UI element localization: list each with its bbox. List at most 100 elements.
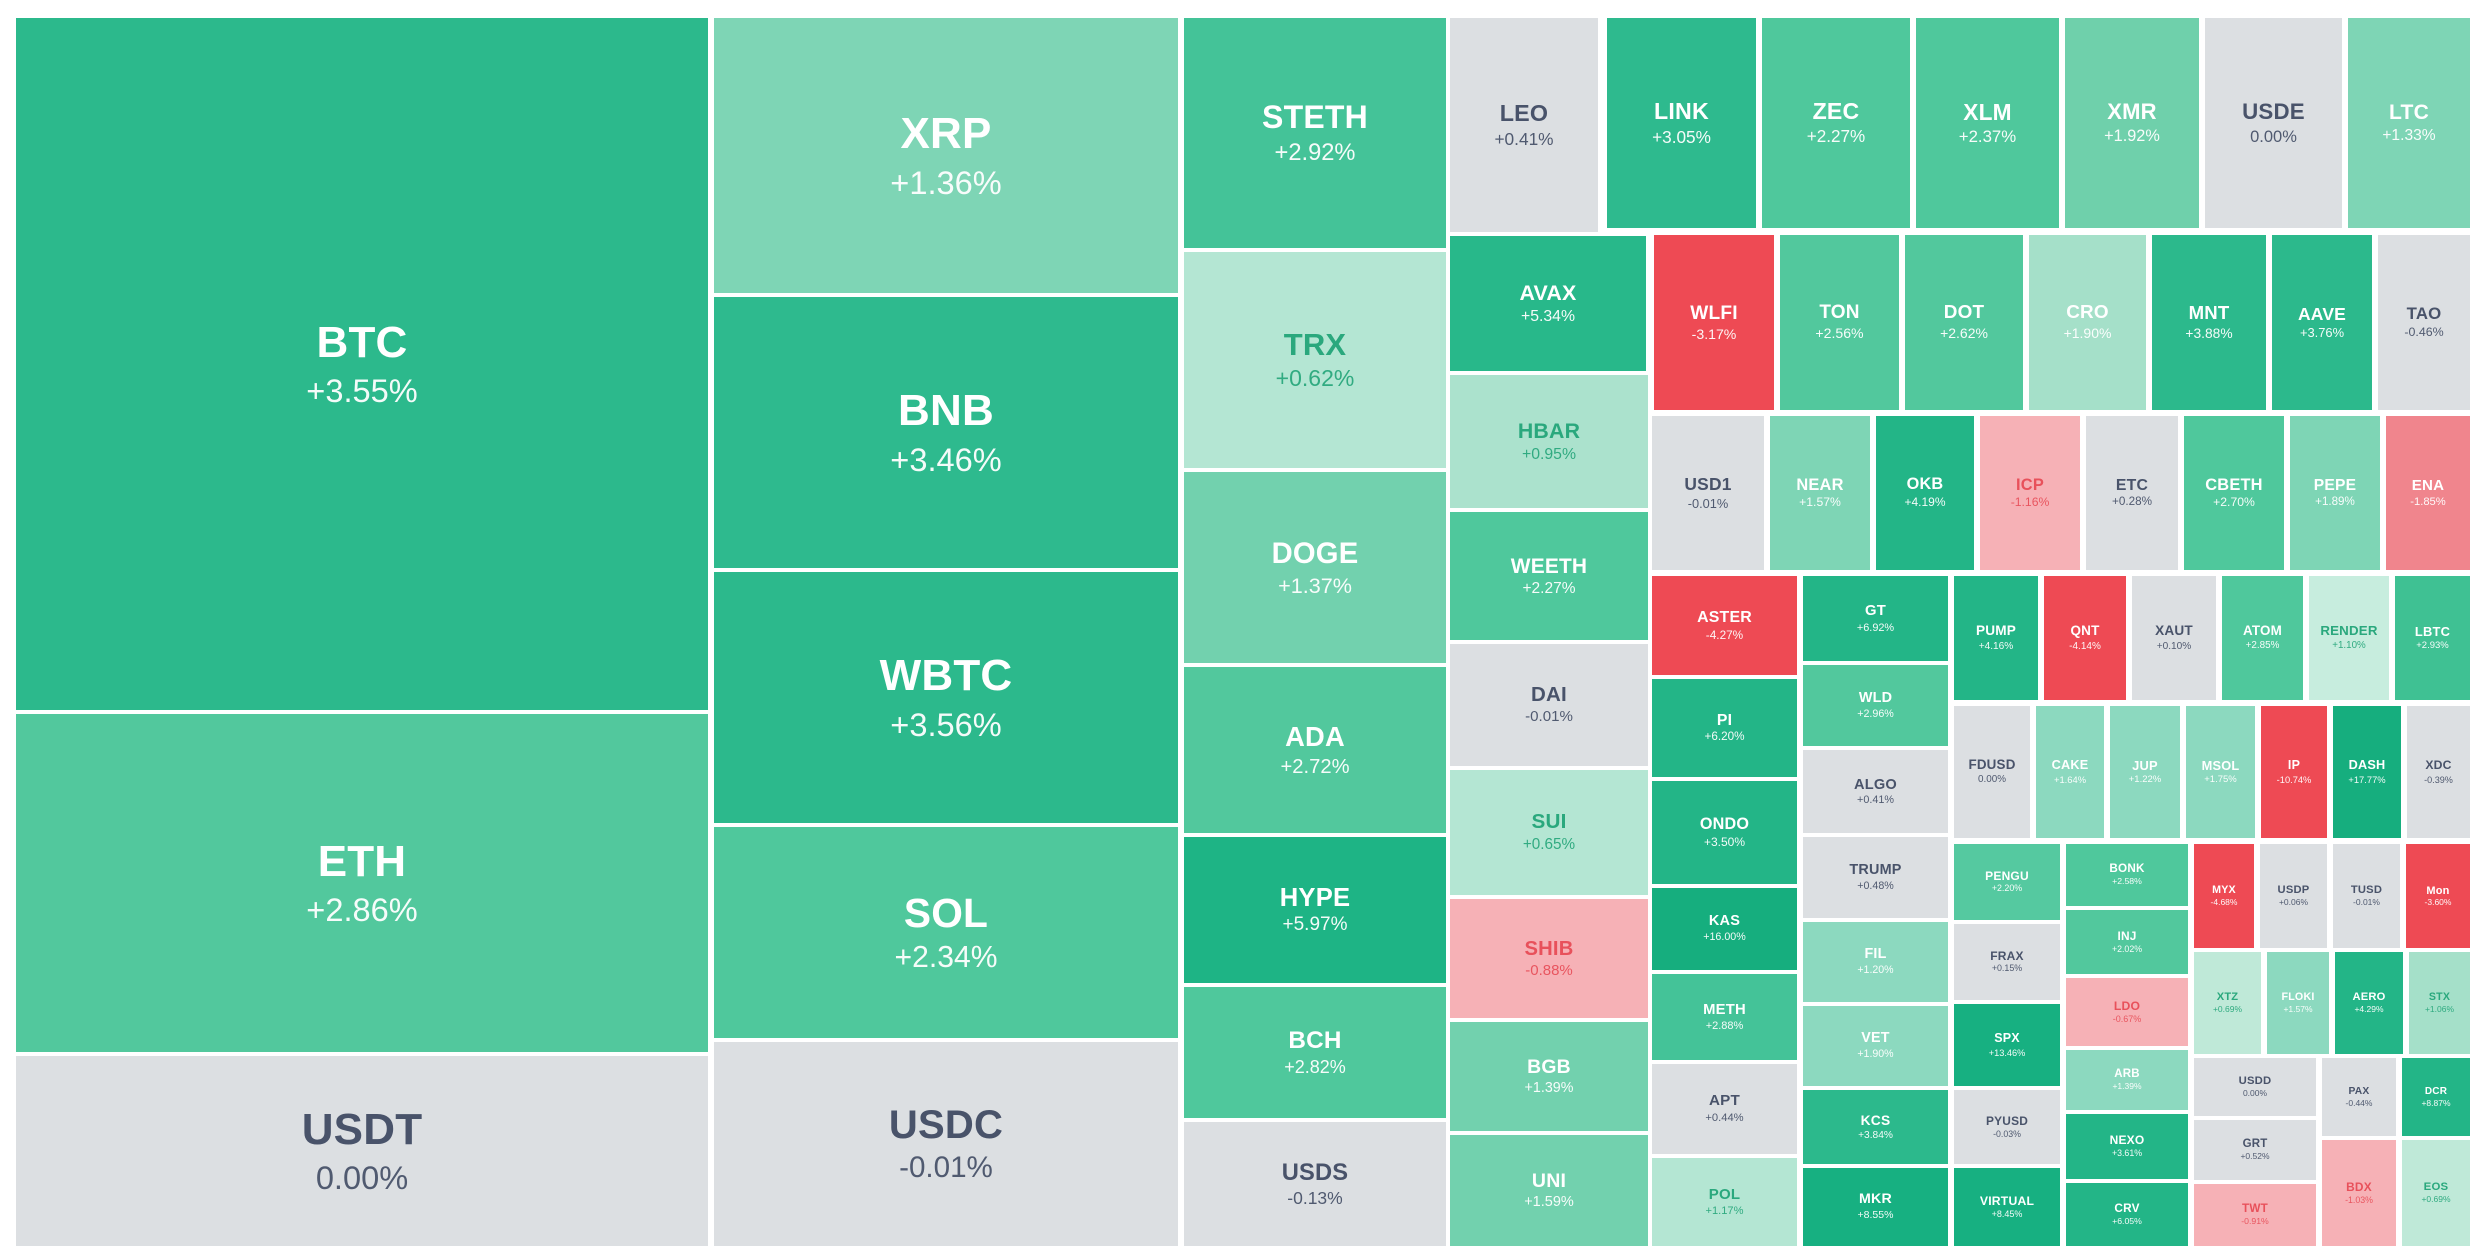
tile-XLM[interactable]: XLM +2.37%: [1916, 18, 2059, 228]
tile-WEETH[interactable]: WEETH +2.27%: [1450, 512, 1648, 640]
tile-ETH[interactable]: ETH +2.86%: [16, 714, 708, 1052]
tile-AERO[interactable]: AERO +4.29%: [2335, 952, 2403, 1054]
tile-KCS[interactable]: KCS +3.84%: [1803, 1090, 1948, 1164]
tile-STETH[interactable]: STETH +2.92%: [1184, 18, 1446, 248]
tile-ADA[interactable]: ADA +2.72%: [1184, 667, 1446, 833]
tile-BDX[interactable]: BDX -1.03%: [2322, 1140, 2396, 1246]
tile-TRX[interactable]: TRX +0.62%: [1184, 252, 1446, 468]
tile-SUI[interactable]: SUI +0.65%: [1450, 770, 1648, 895]
tile-BGB[interactable]: BGB +1.39%: [1450, 1022, 1648, 1131]
tile-OKB[interactable]: OKB +4.19%: [1876, 416, 1974, 570]
tile-LTC[interactable]: LTC +1.33%: [2348, 18, 2470, 228]
tile-PUMP[interactable]: PUMP +4.16%: [1954, 576, 2038, 700]
tile-KAS[interactable]: KAS +16.00%: [1652, 888, 1797, 970]
tile-FRAX[interactable]: FRAX +0.15%: [1954, 924, 2060, 1000]
tile-RENDER[interactable]: RENDER +1.10%: [2309, 576, 2389, 700]
tile-BTC[interactable]: BTC +3.55%: [16, 18, 708, 710]
tile-FLOKI[interactable]: FLOKI +1.57%: [2267, 952, 2329, 1054]
tile-Mon[interactable]: Mon -3.60%: [2406, 844, 2470, 948]
tile-TWT[interactable]: TWT -0.91%: [2194, 1184, 2316, 1246]
tile-MYX[interactable]: MYX -4.68%: [2194, 844, 2254, 948]
tile-SHIB[interactable]: SHIB -0.88%: [1450, 899, 1648, 1018]
tile-APT[interactable]: APT +0.44%: [1652, 1064, 1797, 1154]
tile-QNT[interactable]: QNT -4.14%: [2044, 576, 2126, 700]
tile-ZEC[interactable]: ZEC +2.27%: [1762, 18, 1910, 228]
tile-TUSD[interactable]: TUSD -0.01%: [2333, 844, 2400, 948]
tile-PI[interactable]: PI +6.20%: [1652, 679, 1797, 777]
tile-XRP[interactable]: XRP +1.36%: [714, 18, 1178, 293]
tile-DAI[interactable]: DAI -0.01%: [1450, 644, 1648, 766]
tile-BNB[interactable]: BNB +3.46%: [714, 297, 1178, 568]
tile-MKR[interactable]: MKR +8.55%: [1803, 1168, 1948, 1246]
tile-FIL[interactable]: FIL +1.20%: [1803, 922, 1948, 1002]
tile-UNI[interactable]: UNI +1.59%: [1450, 1135, 1648, 1246]
tile-BCH[interactable]: BCH +2.82%: [1184, 987, 1446, 1118]
tile-AAVE[interactable]: AAVE +3.76%: [2272, 235, 2372, 410]
tile-USDS[interactable]: USDS -0.13%: [1184, 1122, 1446, 1246]
tile-MSOL[interactable]: MSOL +1.75%: [2186, 706, 2255, 838]
tile-DOT[interactable]: DOT +2.62%: [1905, 235, 2023, 410]
tile-WLD[interactable]: WLD +2.96%: [1803, 665, 1948, 746]
tile-PYUSD[interactable]: PYUSD -0.03%: [1954, 1090, 2060, 1164]
tile-SOL[interactable]: SOL +2.34%: [714, 827, 1178, 1038]
tile-MNT[interactable]: MNT +3.88%: [2152, 235, 2266, 410]
tile-ETC[interactable]: ETC +0.28%: [2086, 416, 2178, 570]
tile-CRO[interactable]: CRO +1.90%: [2029, 235, 2146, 410]
tile-SPX[interactable]: SPX +13.46%: [1954, 1004, 2060, 1086]
tile-CRV[interactable]: CRV +6.05%: [2066, 1183, 2188, 1246]
tile-ALGO[interactable]: ALGO +0.41%: [1803, 750, 1948, 833]
tile-XMR[interactable]: XMR +1.92%: [2065, 18, 2199, 228]
tile-DCR[interactable]: DCR +8.87%: [2402, 1058, 2470, 1136]
tile-NEAR[interactable]: NEAR +1.57%: [1770, 416, 1870, 570]
tile-XDC[interactable]: XDC -0.39%: [2407, 706, 2470, 838]
tile-USDE[interactable]: USDE 0.00%: [2205, 18, 2342, 228]
tile-PEPE[interactable]: PEPE +1.89%: [2290, 416, 2380, 570]
tile-LINK[interactable]: LINK +3.05%: [1607, 18, 1756, 228]
tile-TON[interactable]: TON +2.56%: [1780, 235, 1899, 410]
tile-DASH[interactable]: DASH +17.77%: [2333, 706, 2401, 838]
tile-USD1[interactable]: USD1 -0.01%: [1652, 416, 1764, 570]
tile-AVAX[interactable]: AVAX +5.34%: [1450, 236, 1646, 371]
tile-change: +0.48%: [1857, 879, 1894, 892]
tile-CBETH[interactable]: CBETH +2.70%: [2184, 416, 2284, 570]
tile-USDP[interactable]: USDP +0.06%: [2260, 844, 2327, 948]
tile-PENGU[interactable]: PENGU +2.20%: [1954, 844, 2060, 920]
tile-XAUT[interactable]: XAUT +0.10%: [2132, 576, 2216, 700]
tile-IP[interactable]: IP -10.74%: [2261, 706, 2327, 838]
tile-ARB[interactable]: ARB +1.39%: [2066, 1050, 2188, 1110]
tile-CAKE[interactable]: CAKE +1.64%: [2036, 706, 2104, 838]
tile-METH[interactable]: METH +2.88%: [1652, 974, 1797, 1060]
tile-JUP[interactable]: JUP +1.22%: [2110, 706, 2180, 838]
tile-EOS[interactable]: EOS +0.69%: [2402, 1140, 2470, 1246]
tile-TRUMP[interactable]: TRUMP +0.48%: [1803, 837, 1948, 918]
tile-NEXO[interactable]: NEXO +3.61%: [2066, 1114, 2188, 1179]
tile-VET[interactable]: VET +1.90%: [1803, 1006, 1948, 1086]
tile-TAO[interactable]: TAO -0.46%: [2378, 235, 2470, 410]
tile-USDT[interactable]: USDT 0.00%: [16, 1056, 708, 1246]
tile-GRT[interactable]: GRT +0.52%: [2194, 1120, 2316, 1180]
tile-WLFI[interactable]: WLFI -3.17%: [1654, 235, 1774, 410]
tile-XTZ[interactable]: XTZ +0.69%: [2194, 952, 2261, 1054]
tile-BONK[interactable]: BONK +2.58%: [2066, 844, 2188, 906]
tile-GT[interactable]: GT +6.92%: [1803, 576, 1948, 661]
tile-LDO[interactable]: LDO -0.67%: [2066, 978, 2188, 1046]
tile-WBTC[interactable]: WBTC +3.56%: [714, 572, 1178, 823]
tile-ICP[interactable]: ICP -1.16%: [1980, 416, 2080, 570]
tile-HBAR[interactable]: HBAR +0.95%: [1450, 375, 1648, 508]
tile-LEO[interactable]: LEO +0.41%: [1450, 18, 1598, 232]
tile-STX[interactable]: STX +1.06%: [2409, 952, 2470, 1054]
tile-USDD[interactable]: USDD 0.00%: [2194, 1058, 2316, 1116]
tile-PAX[interactable]: PAX -0.44%: [2322, 1058, 2396, 1136]
tile-ATOM[interactable]: ATOM +2.85%: [2222, 576, 2303, 700]
tile-ONDO[interactable]: ONDO +3.50%: [1652, 781, 1797, 884]
tile-ASTER[interactable]: ASTER -4.27%: [1652, 576, 1797, 675]
tile-INJ[interactable]: INJ +2.02%: [2066, 910, 2188, 974]
tile-FDUSD[interactable]: FDUSD 0.00%: [1954, 706, 2030, 838]
tile-ENA[interactable]: ENA -1.85%: [2386, 416, 2470, 570]
tile-VIRTUAL[interactable]: VIRTUAL +8.45%: [1954, 1168, 2060, 1246]
tile-USDC[interactable]: USDC -0.01%: [714, 1042, 1178, 1246]
tile-HYPE[interactable]: HYPE +5.97%: [1184, 837, 1446, 983]
tile-DOGE[interactable]: DOGE +1.37%: [1184, 472, 1446, 663]
tile-POL[interactable]: POL +1.17%: [1652, 1158, 1797, 1246]
tile-LBTC[interactable]: LBTC +2.93%: [2395, 576, 2470, 700]
